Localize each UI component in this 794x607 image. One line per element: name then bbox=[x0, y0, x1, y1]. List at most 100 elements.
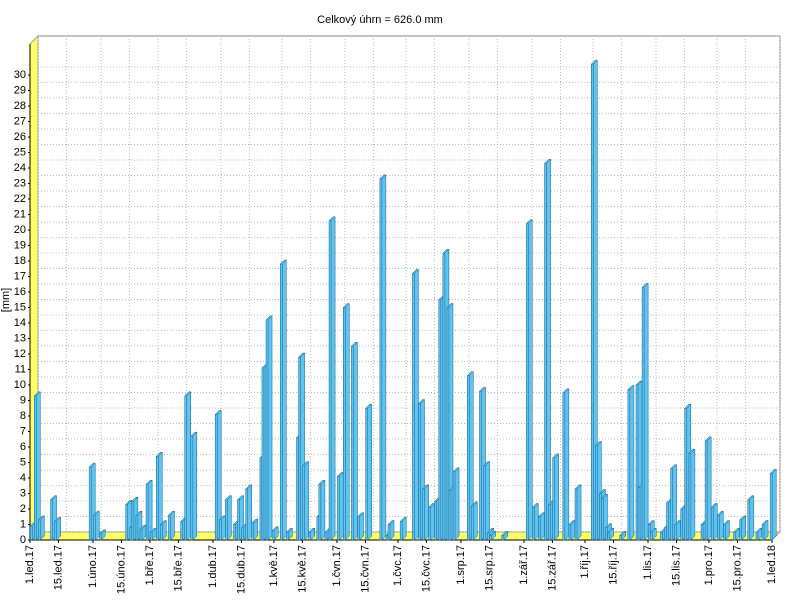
bar bbox=[649, 528, 657, 541]
x-tick-label: 15.úno.17 bbox=[115, 545, 127, 594]
y-tick-label: 17 bbox=[14, 270, 26, 282]
x-tick-label: 15.pro.17 bbox=[731, 545, 743, 591]
bar bbox=[168, 510, 175, 541]
bar bbox=[717, 510, 724, 541]
bar bbox=[467, 371, 474, 541]
bar bbox=[761, 520, 769, 541]
bar bbox=[308, 528, 315, 541]
y-tick-label: 2 bbox=[20, 503, 26, 515]
x-tick-label: 1.čvn.17 bbox=[331, 545, 343, 587]
x-tick-label: 15.srp.17 bbox=[483, 545, 495, 591]
y-tick-label: 14 bbox=[14, 317, 26, 329]
x-tick-label: 1.říj.17 bbox=[579, 545, 591, 579]
bar bbox=[670, 464, 677, 541]
bar bbox=[365, 404, 372, 541]
bar bbox=[149, 528, 157, 541]
y-tick-label: 10 bbox=[14, 379, 26, 391]
bar bbox=[446, 303, 454, 541]
x-tick-label: 1.lis.17 bbox=[642, 545, 654, 580]
bar bbox=[733, 528, 740, 541]
y-tick-label: 12 bbox=[14, 348, 26, 360]
y-tick-label: 7 bbox=[20, 425, 26, 437]
bar bbox=[265, 315, 273, 541]
bar bbox=[501, 531, 509, 541]
y-tick-label: 6 bbox=[20, 441, 26, 453]
bar bbox=[607, 528, 614, 541]
y-tick-label: 24 bbox=[14, 162, 26, 174]
y-tick-label: 4 bbox=[20, 472, 26, 484]
bar bbox=[452, 467, 460, 541]
y-tick-label: 15 bbox=[14, 301, 26, 313]
y-tick-label: 18 bbox=[14, 255, 26, 267]
bar bbox=[412, 269, 419, 541]
bar bbox=[351, 342, 358, 541]
bar bbox=[591, 59, 598, 541]
bar bbox=[399, 517, 407, 541]
x-tick-label: 15.bře.17 bbox=[172, 545, 184, 591]
bar bbox=[302, 461, 309, 541]
bar bbox=[552, 453, 559, 541]
x-tick-label: 1.pro.17 bbox=[703, 545, 715, 585]
bar bbox=[619, 531, 627, 541]
y-tick-label: 9 bbox=[20, 394, 26, 406]
bar bbox=[471, 501, 478, 541]
y-tick-label: 19 bbox=[14, 239, 26, 251]
y-tick-label: 11 bbox=[15, 363, 26, 375]
bar bbox=[286, 528, 293, 541]
y-tick-label: 21 bbox=[14, 208, 26, 220]
y-tick-label: 23 bbox=[14, 177, 26, 189]
bar bbox=[318, 479, 326, 541]
x-tick-label: 1.zář.17 bbox=[518, 545, 530, 585]
bar bbox=[428, 503, 435, 541]
chart-title: Celkový úhrn = 626.0 mm bbox=[317, 14, 443, 26]
x-tick-label: 15.led.17 bbox=[52, 545, 64, 590]
x-tick-label: 15.dub.17 bbox=[235, 545, 247, 594]
bar bbox=[641, 283, 649, 541]
bar bbox=[568, 520, 576, 541]
bar bbox=[688, 448, 696, 541]
bar bbox=[184, 391, 191, 541]
bar bbox=[525, 219, 533, 541]
x-tick-label: 15.čvc.17 bbox=[420, 545, 432, 592]
y-tick-label: 16 bbox=[14, 286, 26, 298]
bar bbox=[544, 159, 551, 541]
bar bbox=[483, 461, 490, 541]
bar bbox=[145, 479, 153, 541]
x-tick-label: 1.bře.17 bbox=[144, 545, 156, 585]
bar bbox=[225, 495, 232, 541]
bar bbox=[574, 484, 582, 541]
bar bbox=[92, 510, 100, 541]
bar bbox=[489, 531, 496, 541]
bar bbox=[214, 410, 222, 541]
x-tick-label: 1.led.18 bbox=[766, 545, 778, 584]
y-tick-label: 28 bbox=[14, 100, 26, 112]
y-tick-label: 8 bbox=[20, 410, 26, 422]
x-tick-label: 1.dub.17 bbox=[207, 545, 219, 588]
x-tick-label: 1.kvě.17 bbox=[268, 545, 280, 587]
bar bbox=[710, 503, 718, 541]
bar bbox=[38, 515, 45, 541]
x-tick-label: 15.kvě.17 bbox=[296, 545, 308, 593]
bar bbox=[532, 503, 539, 541]
bar bbox=[379, 174, 387, 541]
x-tick-label: 15.zář.17 bbox=[546, 545, 558, 591]
bar bbox=[627, 385, 635, 541]
bar bbox=[422, 484, 429, 541]
bar bbox=[674, 520, 681, 541]
x-tick-label: 1.úno.17 bbox=[87, 545, 99, 588]
y-tick-label: 22 bbox=[14, 193, 26, 205]
x-tick-label: 15.čvn.17 bbox=[359, 545, 371, 593]
y-tick-label: 3 bbox=[20, 487, 26, 499]
bar bbox=[160, 520, 167, 541]
bar bbox=[723, 520, 730, 541]
y-axis-label: [mm] bbox=[0, 288, 12, 312]
y-tick-label: 25 bbox=[14, 146, 26, 158]
bar bbox=[99, 529, 106, 541]
bar bbox=[538, 512, 545, 541]
bar bbox=[336, 472, 344, 541]
y-tick-label: 5 bbox=[20, 456, 26, 468]
y-tick-label: 1 bbox=[20, 518, 26, 530]
bar bbox=[387, 520, 395, 541]
bar bbox=[328, 216, 336, 541]
bar bbox=[747, 495, 755, 541]
